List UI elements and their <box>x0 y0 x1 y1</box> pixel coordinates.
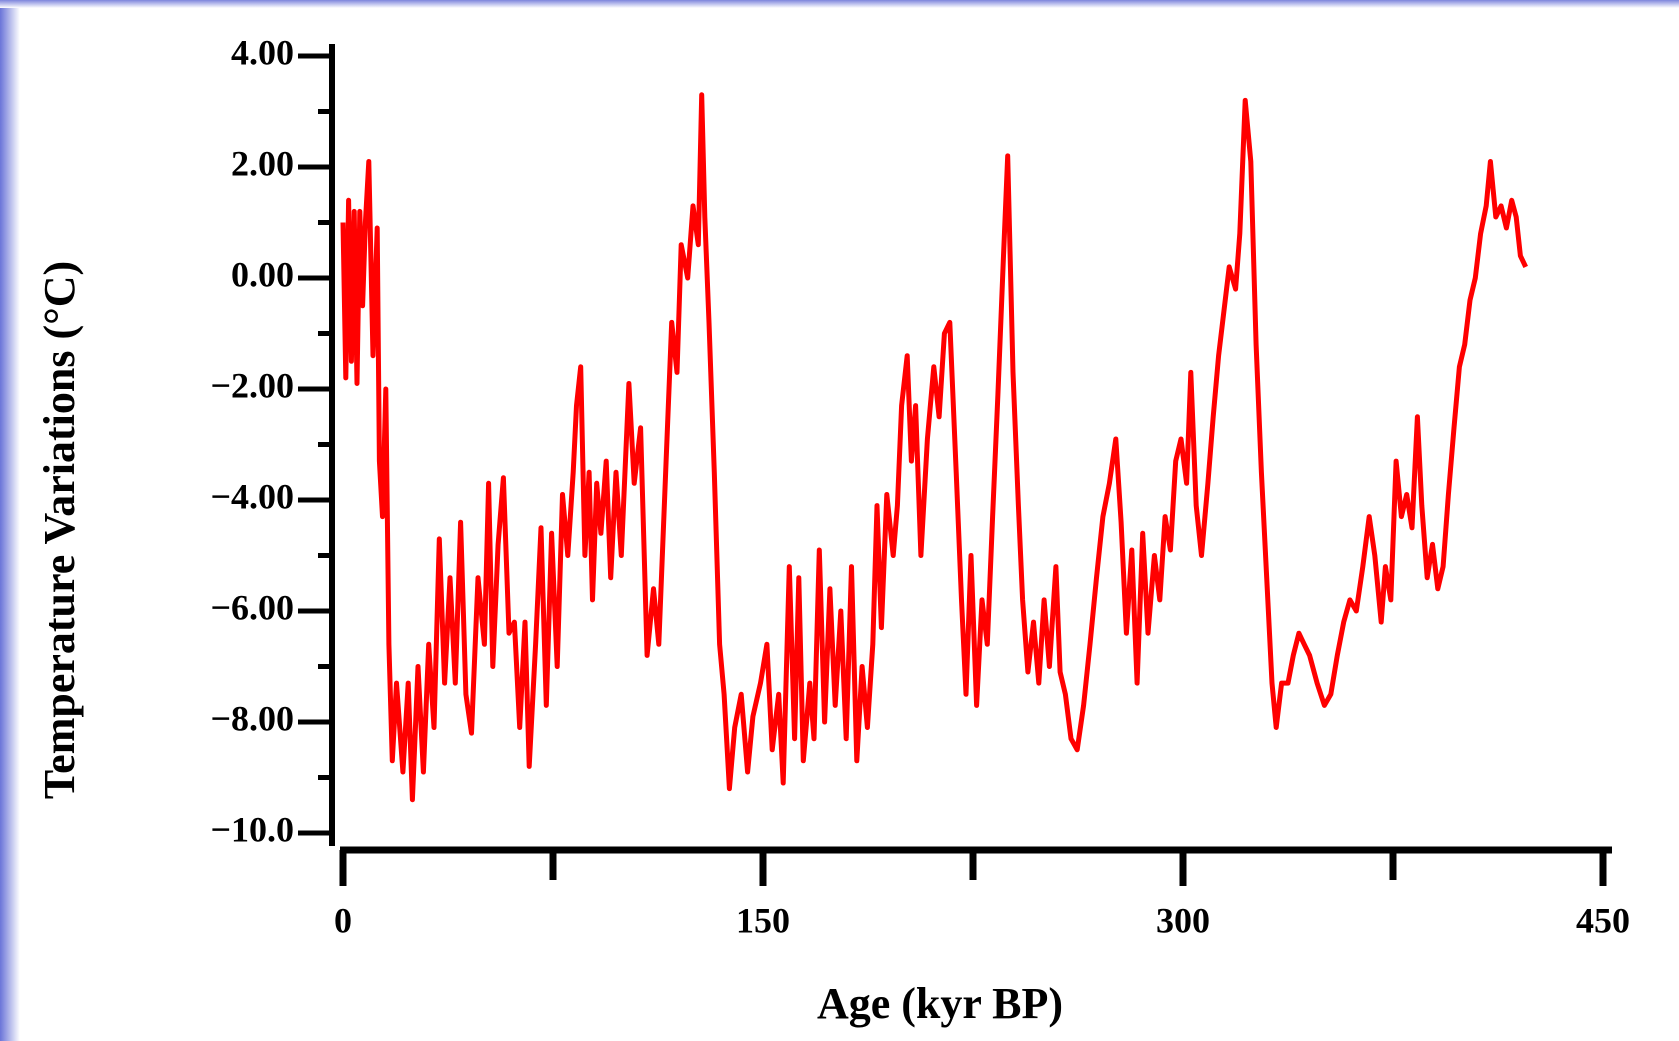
y-tick-label: −8.00 <box>210 698 294 738</box>
x-axis-label: Age (kyr BP) <box>817 979 1063 1028</box>
y-tick-label: −10.0 <box>210 809 294 849</box>
x-tick-label: 0 <box>334 900 352 940</box>
y-tick-label: 4.00 <box>231 32 294 72</box>
y-tick-label: 0.00 <box>231 254 294 294</box>
y-tick-label: −2.00 <box>210 365 294 405</box>
y-tick-label: −6.00 <box>210 587 294 627</box>
y-tick-label: 2.00 <box>231 143 294 183</box>
y-tick-label: −4.00 <box>210 476 294 516</box>
y-axis-label: Temperature Variations (°C) <box>35 261 84 799</box>
frame-edge <box>0 0 1679 8</box>
x-tick-label: 150 <box>736 900 790 940</box>
data-line <box>340 92 1528 803</box>
x-tick-label: 450 <box>1576 900 1630 940</box>
x-tick-label: 300 <box>1156 900 1210 940</box>
frame-edge <box>0 0 20 1041</box>
